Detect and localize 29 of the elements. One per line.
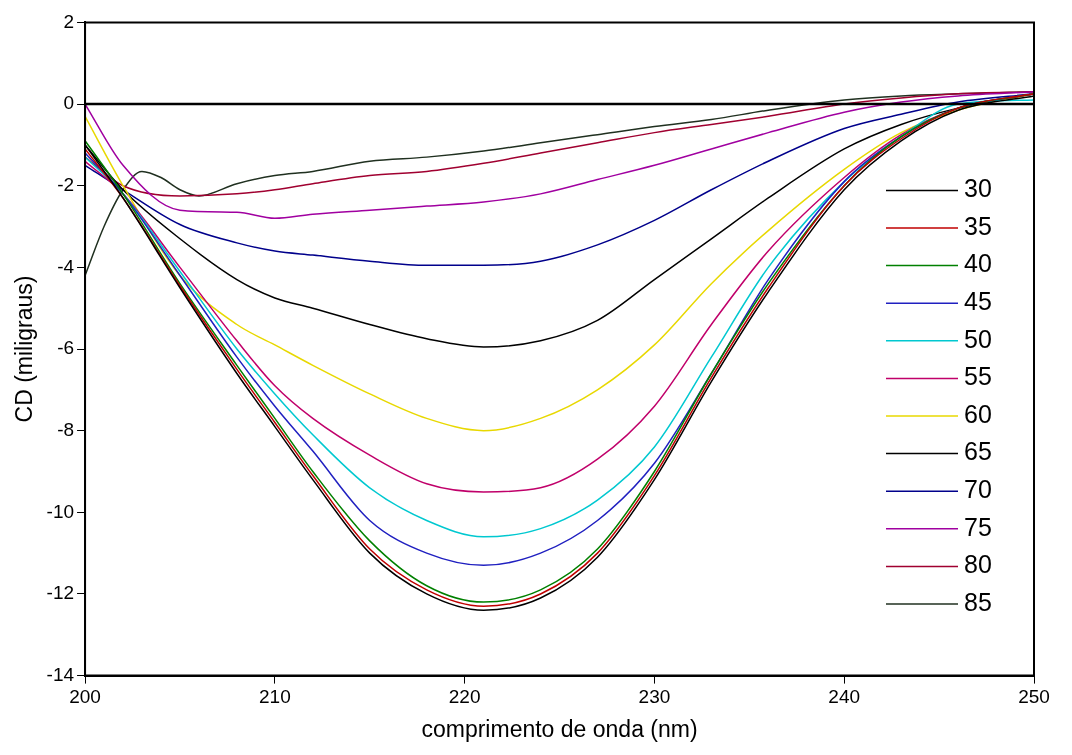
y-tick-label: -2 bbox=[57, 173, 75, 195]
y-tick-label: -4 bbox=[57, 255, 75, 277]
y-tick-label: -10 bbox=[46, 500, 75, 522]
y-axis-title: CD (miligraus) bbox=[11, 275, 38, 423]
legend-label: 70 bbox=[964, 475, 992, 504]
y-tick-label: -12 bbox=[46, 582, 75, 604]
legend-label: 85 bbox=[964, 587, 992, 616]
y-tick-label: -6 bbox=[57, 337, 75, 359]
x-tick-label: 220 bbox=[448, 686, 481, 708]
legend-label: 80 bbox=[964, 550, 992, 579]
x-tick-label: 240 bbox=[828, 686, 861, 708]
x-axis-title: comprimento de onda (nm) bbox=[421, 715, 698, 742]
legend-label: 50 bbox=[964, 324, 992, 353]
legend-label: 60 bbox=[964, 399, 992, 428]
x-tick-label: 230 bbox=[638, 686, 671, 708]
y-tick-label: -14 bbox=[46, 663, 75, 685]
legend-label: 75 bbox=[964, 512, 992, 541]
y-tick-label: 2 bbox=[63, 10, 75, 32]
legend-label: 40 bbox=[964, 249, 992, 278]
x-tick-label: 250 bbox=[1018, 686, 1050, 708]
x-tick-label: 200 bbox=[69, 686, 101, 708]
legend-label: 45 bbox=[964, 287, 992, 316]
y-tick-label: -8 bbox=[57, 418, 75, 440]
legend-label: 35 bbox=[964, 211, 992, 240]
y-tick-label: 0 bbox=[63, 92, 75, 114]
legend-label: 55 bbox=[964, 362, 992, 391]
legend-label: 65 bbox=[964, 437, 992, 466]
legend-label: 30 bbox=[964, 174, 992, 203]
x-tick-label: 210 bbox=[259, 686, 291, 708]
